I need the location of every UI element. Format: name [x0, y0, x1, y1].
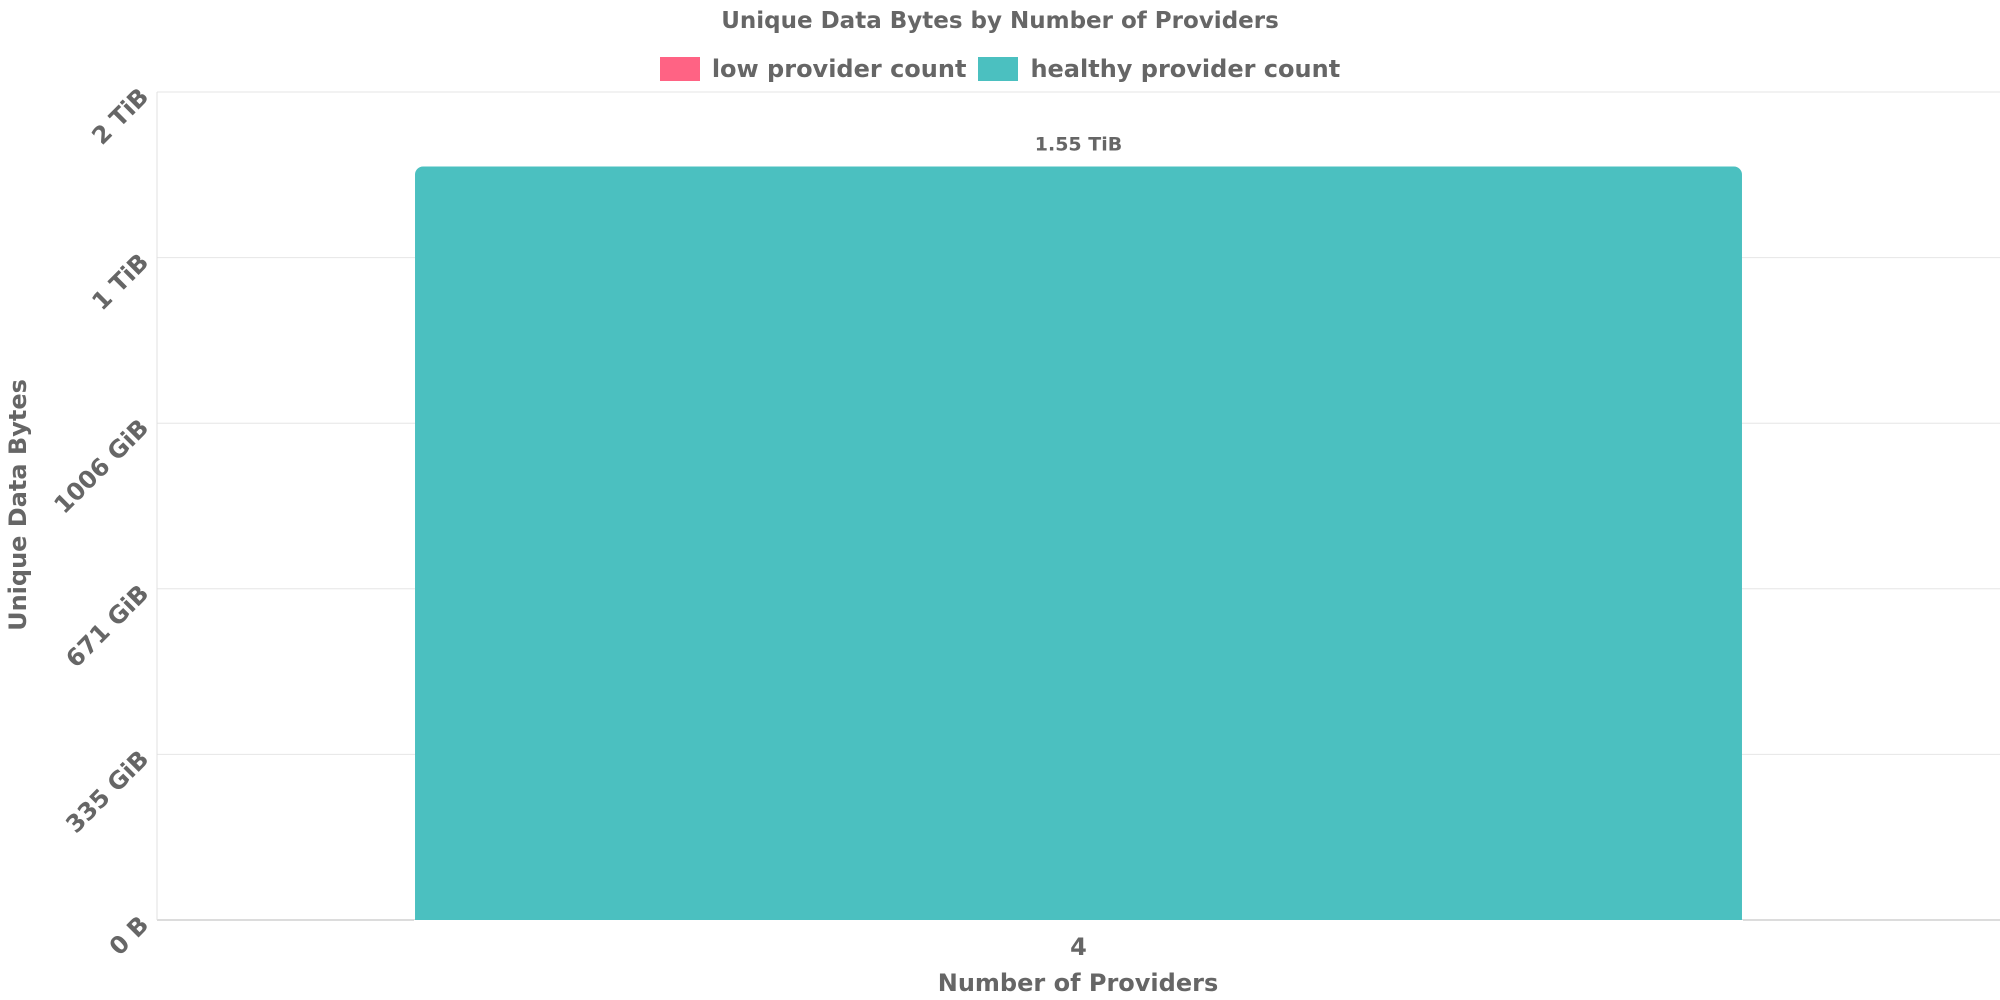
y-tick-label: 0 B — [104, 910, 154, 960]
x-axis-ticks: 4 — [1070, 933, 1087, 961]
bar-base-mask — [414, 920, 1743, 940]
bars: 1.55 TiB — [414, 134, 1743, 940]
legend-label-low: low provider count — [711, 55, 967, 83]
x-tick-label: 4 — [1070, 933, 1087, 961]
legend-swatch-healthy — [978, 57, 1019, 81]
x-axis-title: Number of Providers — [938, 969, 1218, 997]
y-tick-label: 335 GiB — [60, 745, 154, 839]
legend-item-low-provider-count[interactable]: low provider count — [659, 55, 967, 83]
y-tick-label: 1006 GiB — [49, 414, 155, 520]
chart-title: Unique Data Bytes by Number of Providers — [721, 8, 1279, 34]
legend-item-healthy-provider-count[interactable]: healthy provider count — [978, 55, 1340, 83]
y-tick-label: 671 GiB — [60, 579, 154, 673]
bar-data-label: 1.55 TiB — [1035, 134, 1122, 156]
legend-label-healthy: healthy provider count — [1030, 55, 1341, 83]
legend-swatch-low — [659, 57, 700, 81]
chart-legend: low provider count healthy provider coun… — [0, 55, 2000, 83]
y-axis-title: Unique Data Bytes — [4, 379, 32, 631]
y-tick-label: 2 TiB — [86, 82, 154, 150]
y-tick-label: 1 TiB — [86, 248, 154, 316]
bar-healthy-provider-count[interactable] — [415, 166, 1742, 928]
y-axis-ticks: 0 B 335 GiB 671 GiB 1006 GiB 1 TiB 2 TiB — [49, 82, 155, 960]
